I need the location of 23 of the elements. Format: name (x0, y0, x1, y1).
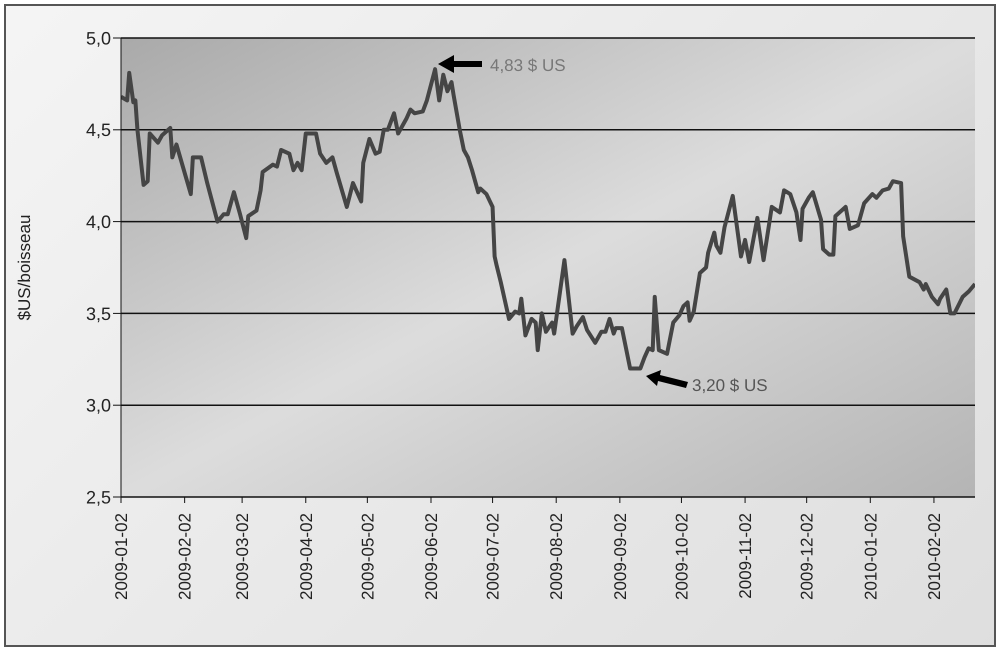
y-tick-label: 3,5 (86, 304, 111, 324)
x-tick-label: 2010-02-02 (924, 513, 944, 600)
x-tick-label: 2009-11-02 (736, 513, 756, 599)
y-tick-label: 4,0 (86, 212, 111, 232)
y-tick-label: 5,0 (86, 28, 111, 48)
annotation: 3,20 $ US (692, 376, 768, 395)
x-tick-label: 2009-05-02 (358, 513, 378, 600)
x-tick-label: 2009-10-02 (672, 513, 692, 600)
y-axis-title: $US/boisseau (15, 214, 34, 320)
y-tick-label: 2,5 (86, 487, 111, 508)
x-tick-label: 2009-09-02 (610, 513, 630, 600)
x-tick-label: 2009-06-02 (422, 513, 441, 600)
x-tick-label: 2009-04-02 (296, 513, 316, 600)
annotation: 4,83 $ US (490, 56, 566, 75)
x-tick-label: 2009-08-02 (547, 513, 566, 600)
x-tick-label: 2009-02-02 (176, 513, 195, 600)
x-tick-label: 2009-07-02 (484, 513, 503, 600)
y-tick-label: 3,0 (86, 396, 111, 416)
x-tick-label: 2009-12-02 (798, 513, 817, 600)
x-tick-label: 2009-01-02 (112, 513, 131, 600)
x-tick-label: 2009-03-02 (233, 513, 252, 600)
y-tick-label: 4,5 (86, 120, 111, 140)
x-tick-label: 2010-01-02 (861, 513, 880, 600)
